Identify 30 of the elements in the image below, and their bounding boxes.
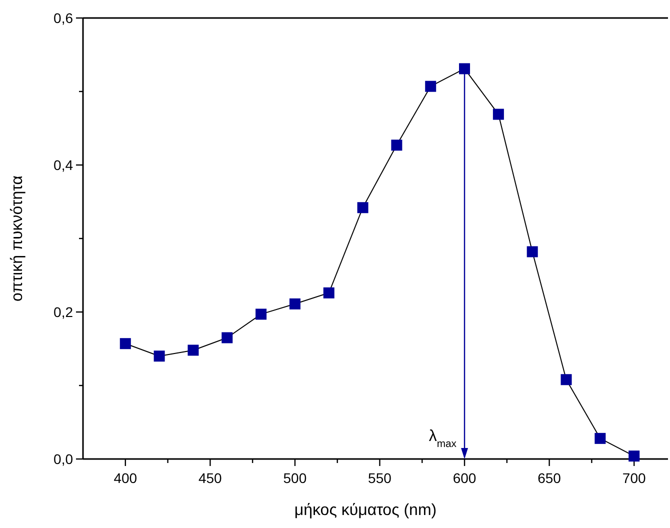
point: [425, 80, 436, 92]
y-tick-label: 0,0: [54, 451, 74, 467]
point: [323, 287, 334, 298]
point: [120, 338, 131, 350]
x-axis-title: μήκος κύματος (nm): [294, 502, 437, 519]
point: [459, 63, 470, 74]
point: [560, 374, 572, 386]
x-tick-label: 650: [538, 470, 562, 486]
point: [594, 432, 606, 444]
point: [222, 332, 233, 344]
x-tick-label: 700: [622, 470, 646, 486]
y-tick-label: 0,6: [54, 10, 74, 26]
x-tick-label: 450: [198, 470, 222, 486]
point: [357, 202, 368, 214]
y-axis-title: οπτική πυκνότητα: [9, 176, 26, 302]
x-tick-label: 550: [368, 470, 392, 486]
point: [256, 308, 267, 320]
point: [492, 108, 504, 120]
point: [628, 450, 640, 462]
x-tick-label: 500: [283, 470, 307, 486]
point: [188, 344, 199, 356]
point: [526, 246, 538, 258]
point: [154, 350, 165, 362]
point: [289, 298, 300, 310]
x-tick-label: 600: [452, 470, 476, 486]
point: [391, 140, 402, 151]
ref-line-label: λ$_{max}$: [428, 428, 458, 450]
x-tick-label: 400: [114, 470, 138, 486]
y-tick-label: 0,2: [54, 304, 74, 320]
y-tick-label: 0,4: [54, 157, 74, 173]
